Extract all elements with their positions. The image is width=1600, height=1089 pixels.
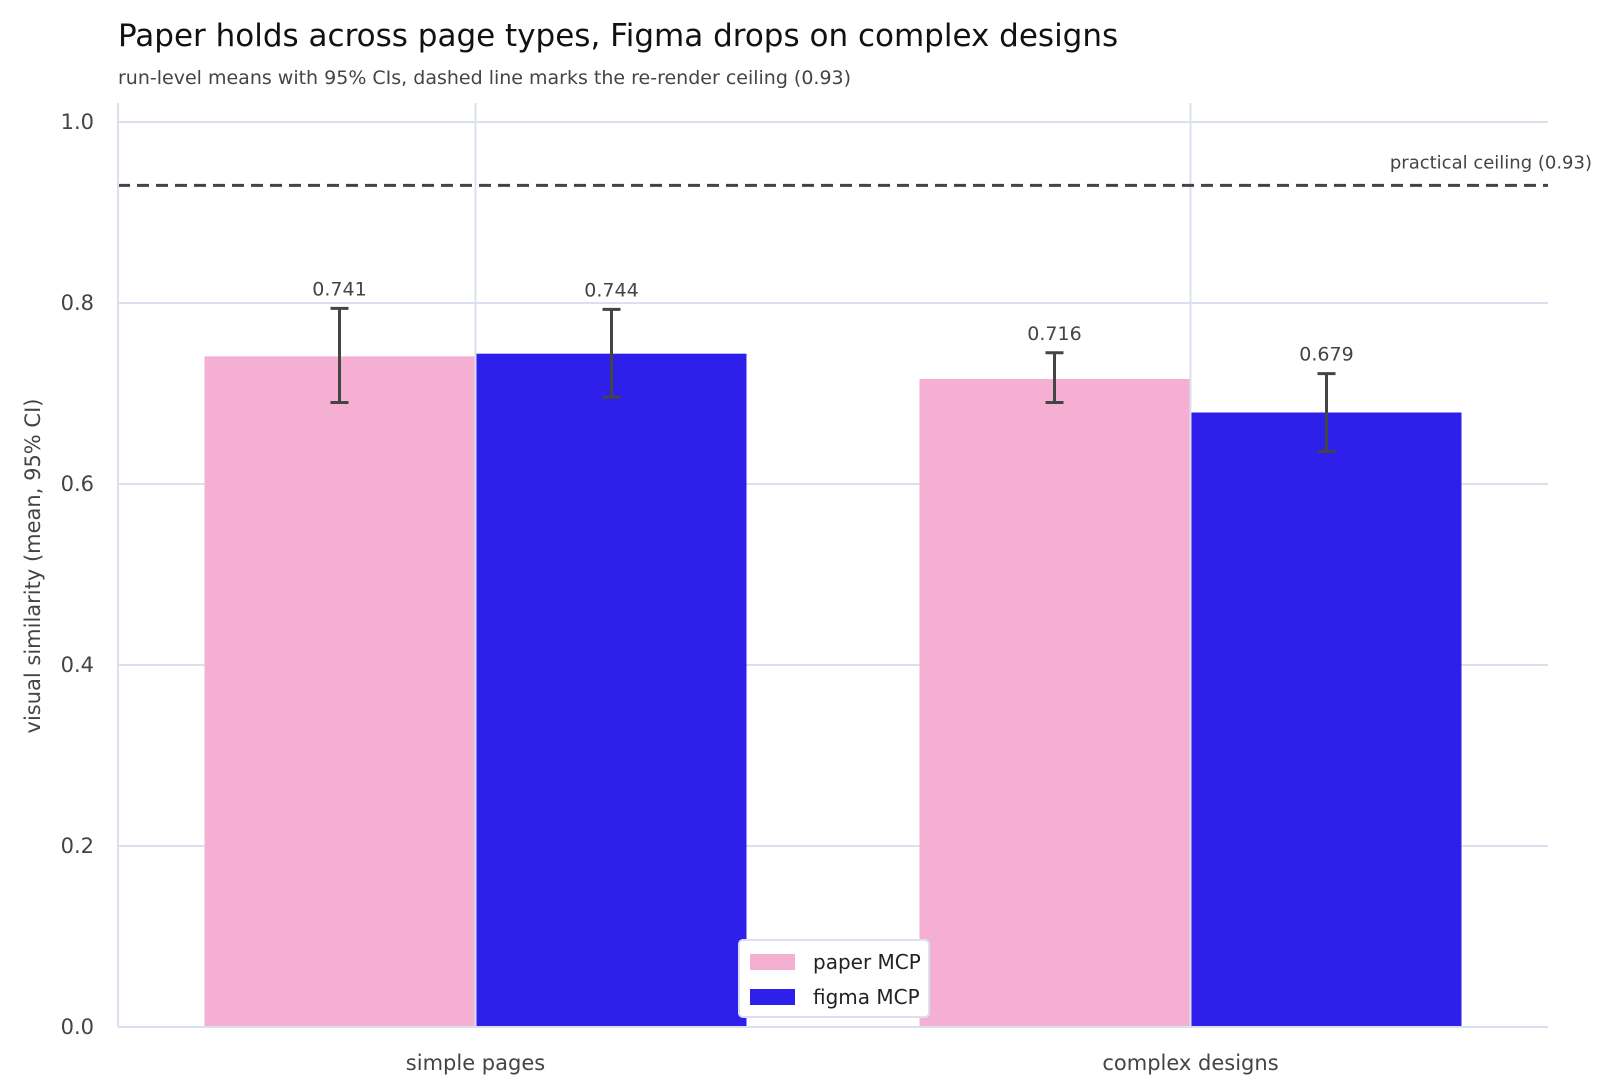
y-tick-label: 0.2 <box>61 834 94 858</box>
legend: paper MCP figma MCP <box>738 939 930 1018</box>
axes: 0.0 0.2 0.4 0.6 0.8 1.0 simple pages complex de… <box>61 103 1548 1075</box>
data-label: 0.741 <box>312 278 366 300</box>
bar <box>476 353 747 1027</box>
bar <box>919 379 1190 1027</box>
legend-swatch <box>750 989 795 1005</box>
chart-title: Paper holds across page types, Figma dro… <box>118 18 1118 54</box>
data-labels: 0.741 0.716 0.744 0.679 <box>312 278 1353 365</box>
error-bars <box>330 306 1336 453</box>
legend-label: paper MCP <box>813 950 921 974</box>
bar <box>1191 412 1462 1027</box>
data-label: 0.679 <box>1299 344 1353 366</box>
y-tick-label: 1.0 <box>61 110 94 134</box>
data-label: 0.744 <box>584 279 638 301</box>
y-tick-label: 0.4 <box>61 653 94 677</box>
data-label: 0.716 <box>1027 323 1081 345</box>
y-axis-label: visual similarity (mean, 95% CI) <box>21 399 45 734</box>
legend-swatch <box>750 954 795 970</box>
ceiling-label: practical ceiling (0.93) <box>1390 152 1592 173</box>
x-tick-label: simple pages <box>406 1051 545 1075</box>
chart-subtitle: run-level means with 95% CIs, dashed lin… <box>118 67 851 89</box>
legend-label: figma MCP <box>813 985 920 1009</box>
bars <box>204 353 1462 1027</box>
y-tick-label: 0.6 <box>61 472 94 496</box>
y-tick-label: 0.8 <box>61 291 94 315</box>
y-tick-label: 0.0 <box>61 1015 94 1039</box>
reference-line-group: practical ceiling (0.93) <box>118 152 1592 187</box>
x-tick-label: complex designs <box>1102 1051 1278 1075</box>
bar <box>204 356 475 1027</box>
